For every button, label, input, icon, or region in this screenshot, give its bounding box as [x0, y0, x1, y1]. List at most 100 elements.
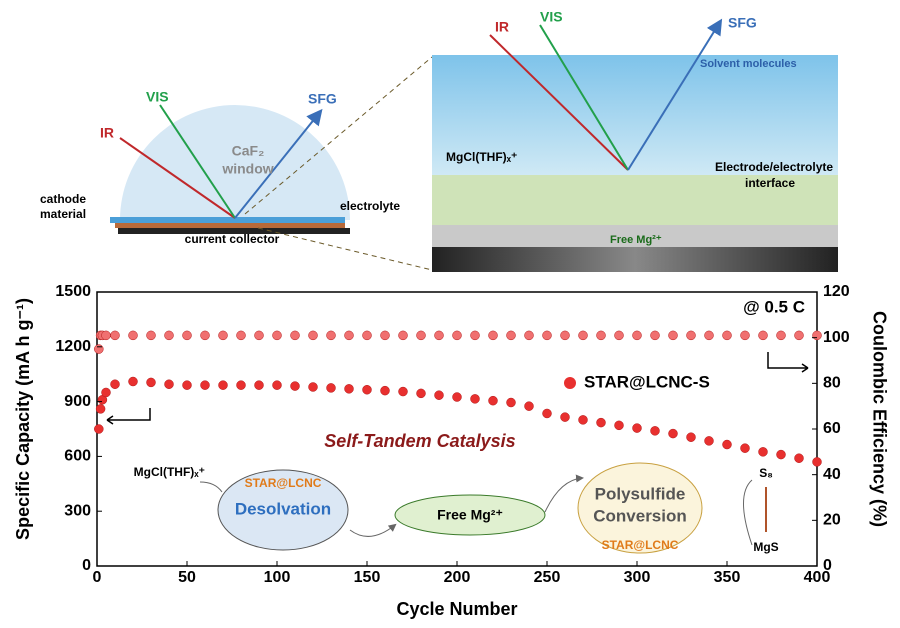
y2-tick-label: 0: [823, 557, 832, 574]
data-point: [308, 382, 318, 392]
data-point: [704, 436, 714, 446]
x-tick-label: 200: [444, 569, 471, 586]
label: electrolyte: [340, 199, 400, 213]
data-point: [560, 412, 570, 422]
data-point: [542, 330, 552, 341]
data-point: [524, 330, 534, 341]
data-point: [794, 453, 804, 463]
data-point: [164, 330, 174, 341]
x-tick-label: 0: [93, 569, 102, 586]
data-point: [812, 457, 822, 467]
label: IR: [495, 19, 509, 35]
data-point: [218, 330, 228, 341]
label: VIS: [540, 9, 563, 25]
y-axis-label: Specific Capacity (mA h g⁻¹): [13, 298, 33, 540]
data-point: [94, 424, 104, 434]
y-tick-label: 1200: [55, 338, 91, 355]
label: CaF₂: [232, 143, 265, 159]
label: Desolvation: [235, 499, 331, 518]
data-point: [740, 443, 750, 453]
data-point: [362, 330, 372, 341]
data-point: [398, 386, 408, 397]
label: MgCl(THF)ₓ⁺: [134, 465, 205, 479]
data-point: [488, 395, 498, 406]
data-point: [290, 330, 300, 341]
axis-pointer: [767, 352, 809, 373]
y-tick-label: 300: [64, 502, 91, 519]
data-point: [668, 428, 678, 439]
data-point: [758, 447, 768, 457]
data-point: [254, 330, 264, 341]
data-point: [812, 330, 822, 341]
y-tick-label: 900: [64, 393, 91, 410]
data-point: [290, 381, 300, 391]
x-tick-label: 100: [264, 569, 291, 586]
data-point: [308, 330, 318, 341]
label: current collector: [185, 232, 280, 246]
label: SFG: [308, 91, 337, 107]
data-point: [362, 384, 372, 395]
data-point: [272, 380, 282, 390]
data-point: [182, 380, 192, 390]
label: S₈: [759, 466, 773, 480]
x-tick-label: 350: [714, 569, 741, 586]
data-point: [101, 330, 111, 341]
data-point: [524, 401, 534, 411]
legend-marker: [564, 377, 576, 389]
data-point: [776, 330, 786, 341]
data-point: [94, 344, 104, 354]
data-point: [380, 330, 390, 341]
label: cathode: [40, 192, 86, 206]
label: STAR@LCNC: [245, 476, 322, 490]
data-point: [95, 404, 106, 414]
data-point: [758, 330, 768, 341]
y2-tick-label: 100: [823, 329, 850, 346]
label: Polysulfide: [595, 484, 686, 503]
label: Free Mg²⁺: [437, 507, 503, 523]
data-point: [470, 394, 480, 404]
data-point: [101, 387, 111, 398]
data-point: [326, 383, 336, 393]
data-point: [614, 330, 624, 341]
label: SFG: [728, 15, 757, 31]
data-point: [650, 426, 660, 436]
label: interface: [745, 176, 795, 190]
setup-schematic: IR VIS SFG CaF₂ window cathode material …: [40, 56, 433, 271]
y2-tick-label: 80: [823, 375, 841, 392]
data-point: [164, 379, 174, 389]
data-point: [344, 384, 354, 394]
data-point: [776, 449, 786, 460]
data-point: [380, 385, 390, 396]
data-point: [110, 379, 120, 389]
data-point: [722, 330, 732, 341]
x-tick-label: 300: [624, 569, 651, 586]
x-tick-label: 250: [534, 569, 561, 586]
x-axis-label: Cycle Number: [396, 599, 517, 619]
data-point: [434, 390, 444, 400]
x-tick-label: 50: [178, 569, 196, 586]
data-point: [128, 376, 138, 387]
data-point: [686, 432, 696, 442]
data-point: [272, 330, 282, 341]
data-point: [470, 330, 480, 341]
data-point: [578, 330, 588, 341]
data-point: [200, 380, 210, 390]
label: STAR@LCNC: [602, 538, 679, 552]
data-point: [236, 380, 246, 390]
y2-tick-label: 60: [823, 420, 841, 437]
data-point: [614, 420, 624, 431]
label: Conversion: [593, 506, 687, 525]
data-point: [416, 388, 426, 399]
label: MgCl(THF)ₓ⁺: [446, 150, 517, 164]
data-point: [434, 330, 444, 341]
x-tick-label: 400: [804, 569, 831, 586]
annotation: @ 0.5 C: [743, 297, 805, 316]
data-point: [326, 330, 336, 341]
label: window: [221, 161, 273, 177]
x-tick-label: 150: [354, 569, 381, 586]
data-point: [398, 330, 408, 341]
y2-tick-label: 40: [823, 466, 841, 483]
y-tick-label: 1500: [55, 283, 91, 300]
data-point: [146, 377, 156, 388]
